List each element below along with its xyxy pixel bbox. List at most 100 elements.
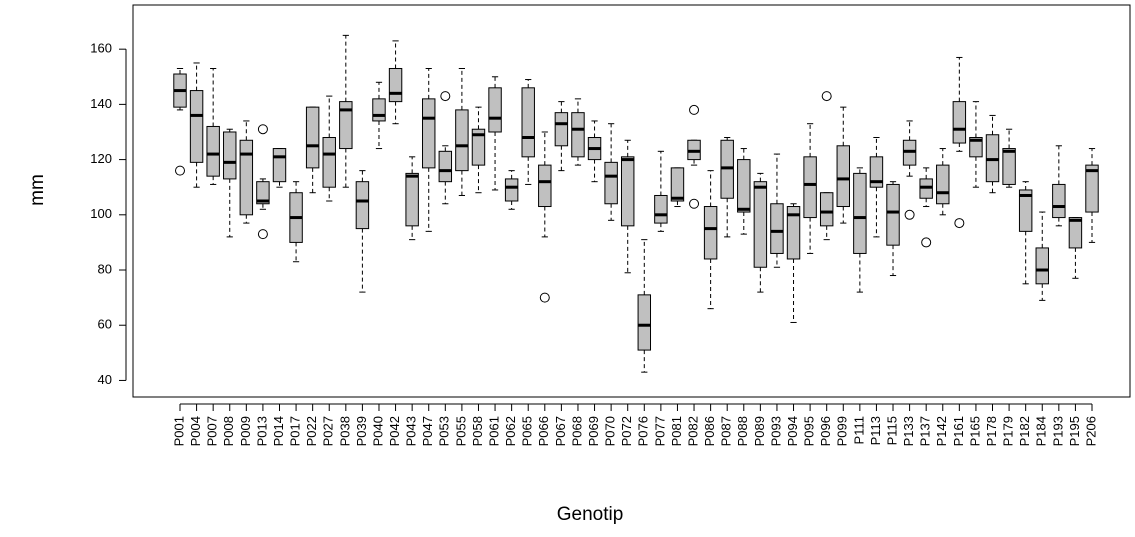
x-tick-label: P067 [553,416,568,446]
x-tick-label: P004 [188,416,203,446]
box [405,172,419,227]
box [620,156,635,227]
box [455,109,469,172]
x-tick-label: P089 [752,416,767,446]
x-tick-label: P076 [636,416,651,446]
box [637,294,652,351]
y-tick-label: 40 [98,372,112,387]
box [189,90,204,163]
x-tick-label: P137 [918,416,933,446]
box [223,131,237,180]
x-tick-label: P066 [536,416,551,446]
box [604,161,618,205]
box [670,167,685,202]
box [936,164,950,205]
x-tick-label: P017 [288,416,303,446]
outlier [257,124,268,135]
x-tick-label: P165 [967,416,982,446]
box [488,87,502,133]
box [239,139,254,216]
x-tick-label: P068 [569,416,584,446]
x-tick-label: P096 [818,416,833,446]
box [869,156,884,188]
x-tick-label: P014 [271,416,286,446]
y-axis-label: mm [27,174,48,206]
x-tick-label: P001 [171,416,186,446]
x-tick-label: P022 [304,416,319,446]
x-tick-label: P081 [669,416,684,446]
x-tick-label: P062 [503,416,518,446]
box [422,98,436,169]
box [819,192,834,227]
box [322,137,336,188]
x-tick-label: P086 [702,416,717,446]
x-tick-label: P077 [652,416,667,446]
x-tick-label: P043 [404,416,419,446]
x-tick-label: P195 [1067,416,1082,446]
x-tick-label: P113 [868,416,883,445]
box [1085,164,1099,213]
x-tick-label: P206 [1083,416,1098,446]
box [372,98,386,122]
x-tick-label: P111 [851,416,866,444]
box [305,106,320,169]
box [538,164,552,208]
y-tick-label: 140 [90,96,112,111]
box [272,148,287,183]
x-tick-label: P039 [354,416,369,446]
x-tick-label: P053 [437,416,452,446]
x-tick-label: P082 [685,416,700,446]
box [355,181,370,230]
x-tick-label: P099 [835,416,850,446]
box [770,203,784,254]
x-axis-label: Genotip [557,504,624,525]
x-tick-label: P061 [486,416,501,446]
x-tick-label: P178 [984,416,999,446]
box [504,178,519,202]
x-tick-label: P008 [221,416,236,446]
plot-frame [132,4,1131,398]
x-tick-label: P038 [337,416,352,446]
x-tick-label: P027 [321,416,336,446]
x-tick-label: P070 [603,416,618,446]
box [554,112,569,147]
outlier [175,165,185,176]
x-tick-label: P182 [1017,416,1032,446]
box [521,87,535,158]
outlier [689,198,700,209]
y-tick-label: 60 [98,317,112,332]
x-tick-label: P088 [735,416,750,446]
x-tick-label: P161 [951,416,966,446]
y-tick-label: 160 [90,41,112,56]
box [952,101,967,144]
box [703,206,718,260]
box [1002,148,1016,185]
box [1035,247,1049,285]
outlier [539,292,550,303]
box [786,206,801,260]
outlier [440,91,451,102]
box [339,101,353,150]
x-tick-label: P009 [238,416,253,446]
x-tick-label: P093 [768,416,783,446]
y-tick-label: 120 [90,151,112,166]
x-tick-label: P065 [520,416,535,446]
x-tick-label: P133 [901,416,916,446]
x-tick-label: P042 [387,416,402,446]
box [853,172,867,254]
box [737,159,751,213]
x-tick-label: P058 [470,416,485,446]
x-tick-label: P142 [934,416,949,446]
box [1052,183,1066,219]
y-tick-label: 100 [90,206,112,221]
box [256,181,270,205]
box [803,156,817,219]
y-tick-label: 80 [98,261,112,276]
box [836,145,850,208]
box [1018,189,1033,232]
box [438,150,453,183]
box [388,67,403,103]
x-tick-label: P013 [254,416,269,446]
box [471,128,486,166]
